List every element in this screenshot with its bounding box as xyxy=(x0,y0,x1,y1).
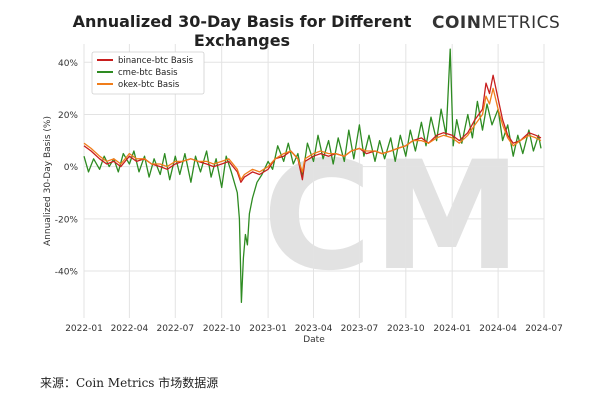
x-tick-label: 2023-10 xyxy=(387,324,425,334)
source-note: 来源：Coin Metrics 市场数据源 xyxy=(40,376,219,390)
y-tick-label: -20% xyxy=(55,215,79,225)
x-tick-label: 2023-04 xyxy=(295,324,333,334)
x-tick-label: 2024-04 xyxy=(479,324,517,334)
y-tick-label: 40% xyxy=(58,59,78,69)
legend-label: cme-btc Basis xyxy=(118,68,178,78)
x-tick-label: 2023-01 xyxy=(249,324,287,334)
chart-title: Annualized 30-Day Basis for Different Ex… xyxy=(72,12,412,50)
legend-label: binance-btc Basis xyxy=(118,56,194,66)
series-line-binance-btc xyxy=(83,74,542,183)
x-tick-label: 2022-10 xyxy=(203,324,241,334)
brand-logo-bold: COIN xyxy=(432,13,482,33)
line-chart: CM -40% -20% 0% 20% 40% 2022-01 2022-04 2022-07… xyxy=(43,44,563,345)
series-line-okex-btc xyxy=(83,87,542,181)
y-tick-label: 0% xyxy=(64,163,79,173)
series-lines xyxy=(83,48,542,303)
x-tick-label: 2022-01 xyxy=(65,324,103,334)
watermark-text: CM xyxy=(262,130,521,304)
legend-box xyxy=(91,51,205,95)
y-tick-label: -40% xyxy=(55,268,79,278)
brand-logo: COINMETRICS xyxy=(432,13,560,33)
x-tick-label: 2024-07 xyxy=(525,324,563,334)
legend-label: okex-btc Basis xyxy=(118,80,180,90)
x-axis-label: Date xyxy=(303,335,325,345)
x-tick-label: 2024-01 xyxy=(433,324,471,334)
y-axis-label: Annualized 30-Day Basis (%) xyxy=(43,116,53,246)
axes: -40% -20% 0% 20% 40% 2022-01 2022-04 2022-07 202… xyxy=(43,59,563,345)
brand-logo-light: METRICS xyxy=(481,13,561,33)
watermark: CM xyxy=(262,130,521,304)
x-tick-label: 2022-07 xyxy=(156,324,194,334)
x-tick-label: 2023-07 xyxy=(341,324,379,334)
y-tick-label: 20% xyxy=(58,111,78,121)
legend: binance-btc Basis cme-btc Basis okex-btc B… xyxy=(91,51,205,95)
x-tick-label: 2022-04 xyxy=(111,324,149,334)
